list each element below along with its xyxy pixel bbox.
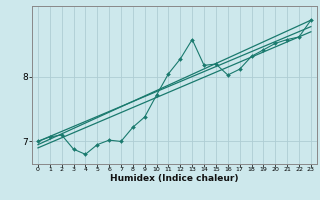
X-axis label: Humidex (Indice chaleur): Humidex (Indice chaleur) bbox=[110, 174, 239, 183]
